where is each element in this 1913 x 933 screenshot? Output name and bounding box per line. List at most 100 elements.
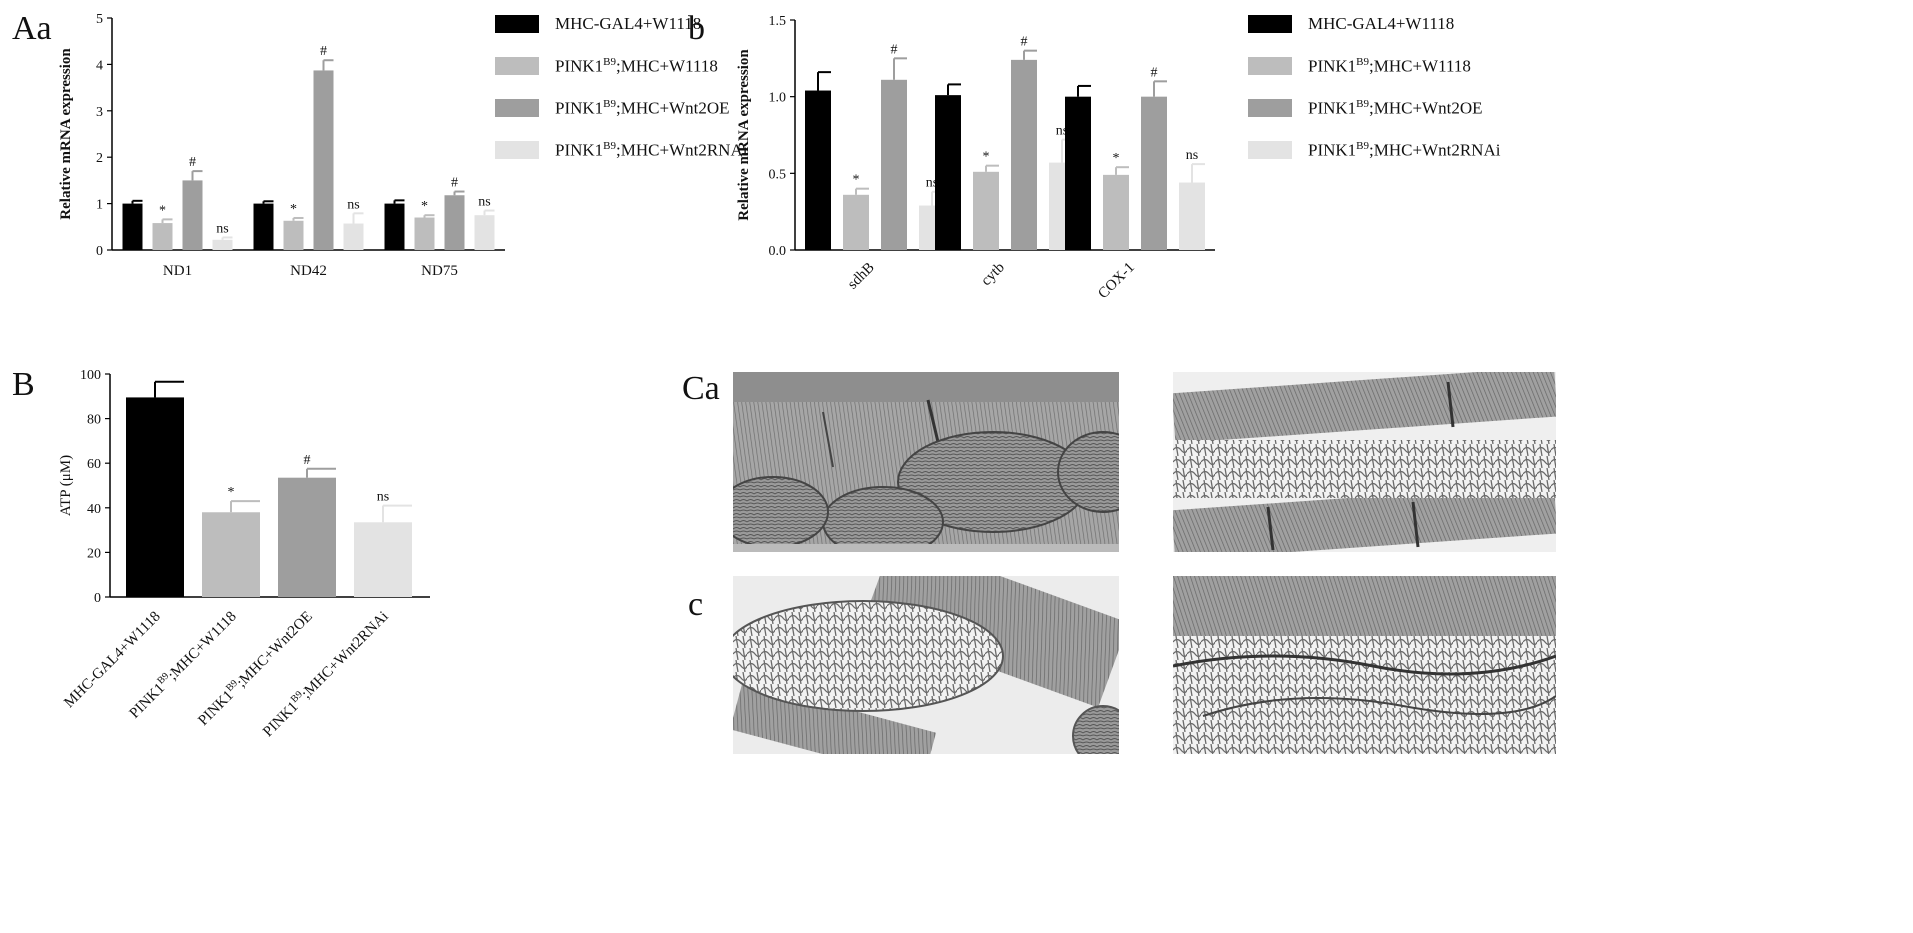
bar [973,171,999,250]
x-tick-label: sdhB [845,260,878,293]
y-tick-label: 3 [96,105,103,120]
significance-mark: * [290,202,297,217]
y-tick-label: 100 [80,368,101,383]
panel-label-B: B [12,366,35,403]
legend-swatch [495,57,539,75]
legend-label: PINK1B9;MHC+Wnt2RNAi [1308,139,1501,160]
significance-mark: # [451,176,458,191]
x-tick-label: ND75 [421,263,458,279]
legend-label: PINK1B9;MHC+Wnt2OE [555,97,730,118]
legend-label: MHC-GAL4+W1118 [1308,14,1455,33]
bar [881,79,907,250]
legend-swatch [1248,57,1292,75]
bar [343,223,364,250]
legend-item: PINK1B9;MHC+Wnt2RNAi [1248,134,1500,166]
significance-mark: # [304,453,311,468]
legend-label: PINK1B9;MHC+W1118 [555,55,718,76]
panel-label-Ca: Ca [682,370,720,407]
significance-mark: * [1113,151,1120,166]
significance-mark: ns [377,490,389,505]
bar [182,180,203,250]
y-axis-label: Relative mRNA expression [58,48,74,220]
x-tick-label: cytb [978,260,1008,290]
legend-b: MHC-GAL4+W1118 PINK1B9;MHC+W1118 PINK1B9;M… [1248,8,1500,176]
significance-mark: * [159,203,166,218]
panel-label-Aa: Aa [12,10,52,47]
y-tick-label: 4 [96,58,103,73]
y-axis-label: Relative mRNA expression [736,49,752,221]
chart-Aa: 0 1 2 3 4 5 Relative mRNA expression * # ns ND1 * # n… [58,12,505,279]
significance-mark: # [1151,65,1158,80]
y-tick-label: 1.0 [769,91,787,106]
significance-mark: # [320,44,327,59]
chart-b: 0.0 0.5 1.0 1.5 Relative mRNA expression * # ns… [736,14,1215,302]
significance-mark: * [228,485,235,500]
significance-mark: ns [1186,148,1198,163]
panel-label-b: b [688,10,705,47]
bar [444,195,465,250]
x-tick-label: ND1 [163,263,192,279]
legend-item: PINK1B9;MHC+Wnt2OE [495,92,747,124]
legend-swatch [495,141,539,159]
bar [1179,182,1205,250]
significance-mark: # [891,42,898,57]
bar [122,203,143,250]
bar [843,194,869,250]
legend-item: MHC-GAL4+W1118 [495,8,747,40]
bar [283,220,304,250]
legend-swatch [1248,15,1292,33]
bar [1011,59,1037,250]
bar [126,397,184,597]
bar [278,477,336,597]
legend-swatch [495,99,539,117]
legend-label: PINK1B9;MHC+W1118 [1308,55,1471,76]
micrograph-Cc [733,576,1119,754]
y-tick-label: 80 [87,413,101,428]
bar [202,512,260,597]
bar [253,203,274,250]
significance-mark: * [421,199,428,214]
y-tick-label: 0.5 [769,167,787,182]
legend-item: PINK1B9;MHC+Wnt2RNAi [495,134,747,166]
micrograph-Cb [1173,372,1556,552]
bar [474,215,495,250]
bar [1065,96,1091,251]
significance-mark: # [189,155,196,170]
legend-item: PINK1B9;MHC+W1118 [1248,50,1500,82]
legend-swatch [495,15,539,33]
significance-mark: ns [478,195,490,210]
bar [1141,96,1167,251]
legend-item: PINK1B9;MHC+Wnt2OE [1248,92,1500,124]
bar [354,522,412,597]
micrograph-Cd [1173,576,1556,754]
x-tick-label: PINK1B9;MHC+Wnt2RNAi [259,607,392,740]
y-tick-label: 0 [96,244,103,259]
y-tick-label: 1.5 [769,14,787,29]
bar [414,217,435,250]
x-tick-label: ND42 [290,263,327,279]
y-tick-label: 20 [87,546,101,561]
y-tick-label: 60 [87,457,101,472]
bar [1103,174,1129,250]
legend-item: MHC-GAL4+W1118 [1248,8,1500,40]
y-tick-label: 5 [96,12,103,27]
bar [152,223,173,250]
legend-swatch [1248,99,1292,117]
y-axis-label: ATP (μM) [58,455,74,516]
y-tick-label: 40 [87,502,101,517]
legend-label: PINK1B9;MHC+Wnt2RNAi [555,139,748,160]
bar [384,203,405,250]
legend-label: MHC-GAL4+W1118 [555,14,702,33]
significance-mark: ns [216,221,228,236]
y-tick-label: 2 [96,151,103,166]
micrograph-Ca [733,372,1119,552]
y-tick-label: 0.0 [769,244,787,259]
bar [212,239,233,250]
legend-Aa: MHC-GAL4+W1118 PINK1B9;MHC+W1118 PINK1B9;M… [495,8,747,176]
significance-mark: * [853,173,860,188]
bar [805,90,831,251]
legend-label: PINK1B9;MHC+Wnt2OE [1308,97,1483,118]
bar [935,95,961,250]
significance-mark: ns [347,197,359,212]
